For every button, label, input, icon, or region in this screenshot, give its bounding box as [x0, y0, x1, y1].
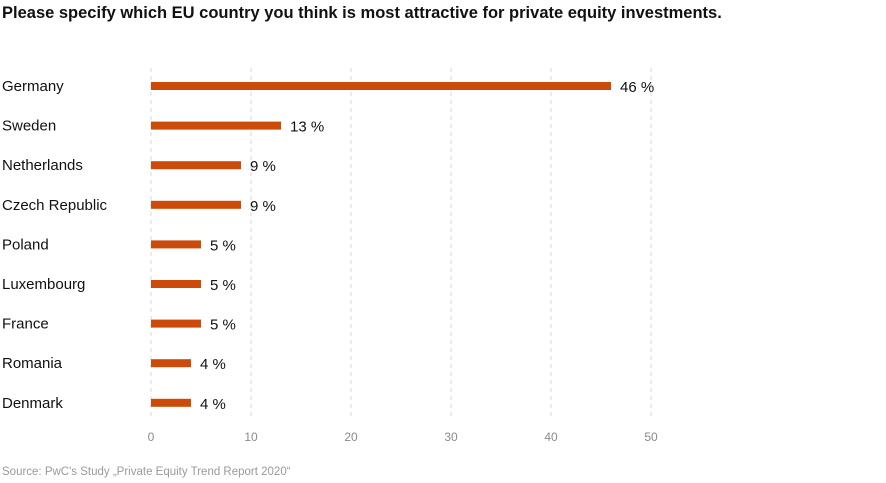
- bar: [151, 359, 191, 368]
- bars: [151, 82, 611, 407]
- bar: [151, 319, 201, 328]
- x-tick-label: 20: [344, 430, 358, 444]
- data-label: 5 %: [210, 277, 236, 294]
- x-tick-label: 40: [544, 430, 558, 444]
- value-labels: 46 % 13 % 9 % 9 % 5 % 5 % 5 % 4 % 4 %: [200, 79, 654, 413]
- x-tick-label: 0: [148, 430, 155, 444]
- category-label: Netherlands: [2, 157, 83, 174]
- data-label: 4 %: [200, 396, 226, 413]
- x-tick-label: 10: [244, 430, 258, 444]
- chart-title: Please specify which EU country you thin…: [2, 4, 722, 22]
- x-tick-label: 30: [444, 430, 458, 444]
- bar: [151, 200, 241, 209]
- category-labels: Germany Sweden Netherlands Czech Republic Po…: [2, 78, 108, 412]
- bar: [151, 82, 611, 90]
- category-label: Poland: [2, 236, 49, 253]
- category-label: Czech Republic: [2, 197, 108, 214]
- bar: [151, 280, 201, 288]
- data-label: 4 %: [200, 356, 226, 373]
- bar: [151, 121, 281, 130]
- category-label: Germany: [2, 78, 64, 95]
- x-tick-label: 50: [644, 430, 658, 444]
- data-label: 13 %: [290, 119, 324, 136]
- category-label: Luxembourg: [2, 276, 85, 293]
- data-label: 9 %: [250, 158, 276, 175]
- data-label: 5 %: [210, 317, 236, 334]
- bar: [151, 161, 241, 170]
- category-label: Denmark: [2, 395, 63, 412]
- category-label: France: [2, 316, 49, 333]
- source-note: Source: PwC's Study „Private Equity Tren…: [2, 466, 291, 478]
- data-label: 9 %: [250, 198, 276, 215]
- data-label: 46 %: [620, 79, 654, 96]
- bar: [151, 398, 191, 407]
- bar: [151, 240, 201, 249]
- x-axis-ticks: 0 10 20 30 40 50: [148, 430, 658, 444]
- data-label: 5 %: [210, 237, 236, 254]
- category-label: Romania: [2, 355, 63, 372]
- category-label: Sweden: [2, 118, 56, 135]
